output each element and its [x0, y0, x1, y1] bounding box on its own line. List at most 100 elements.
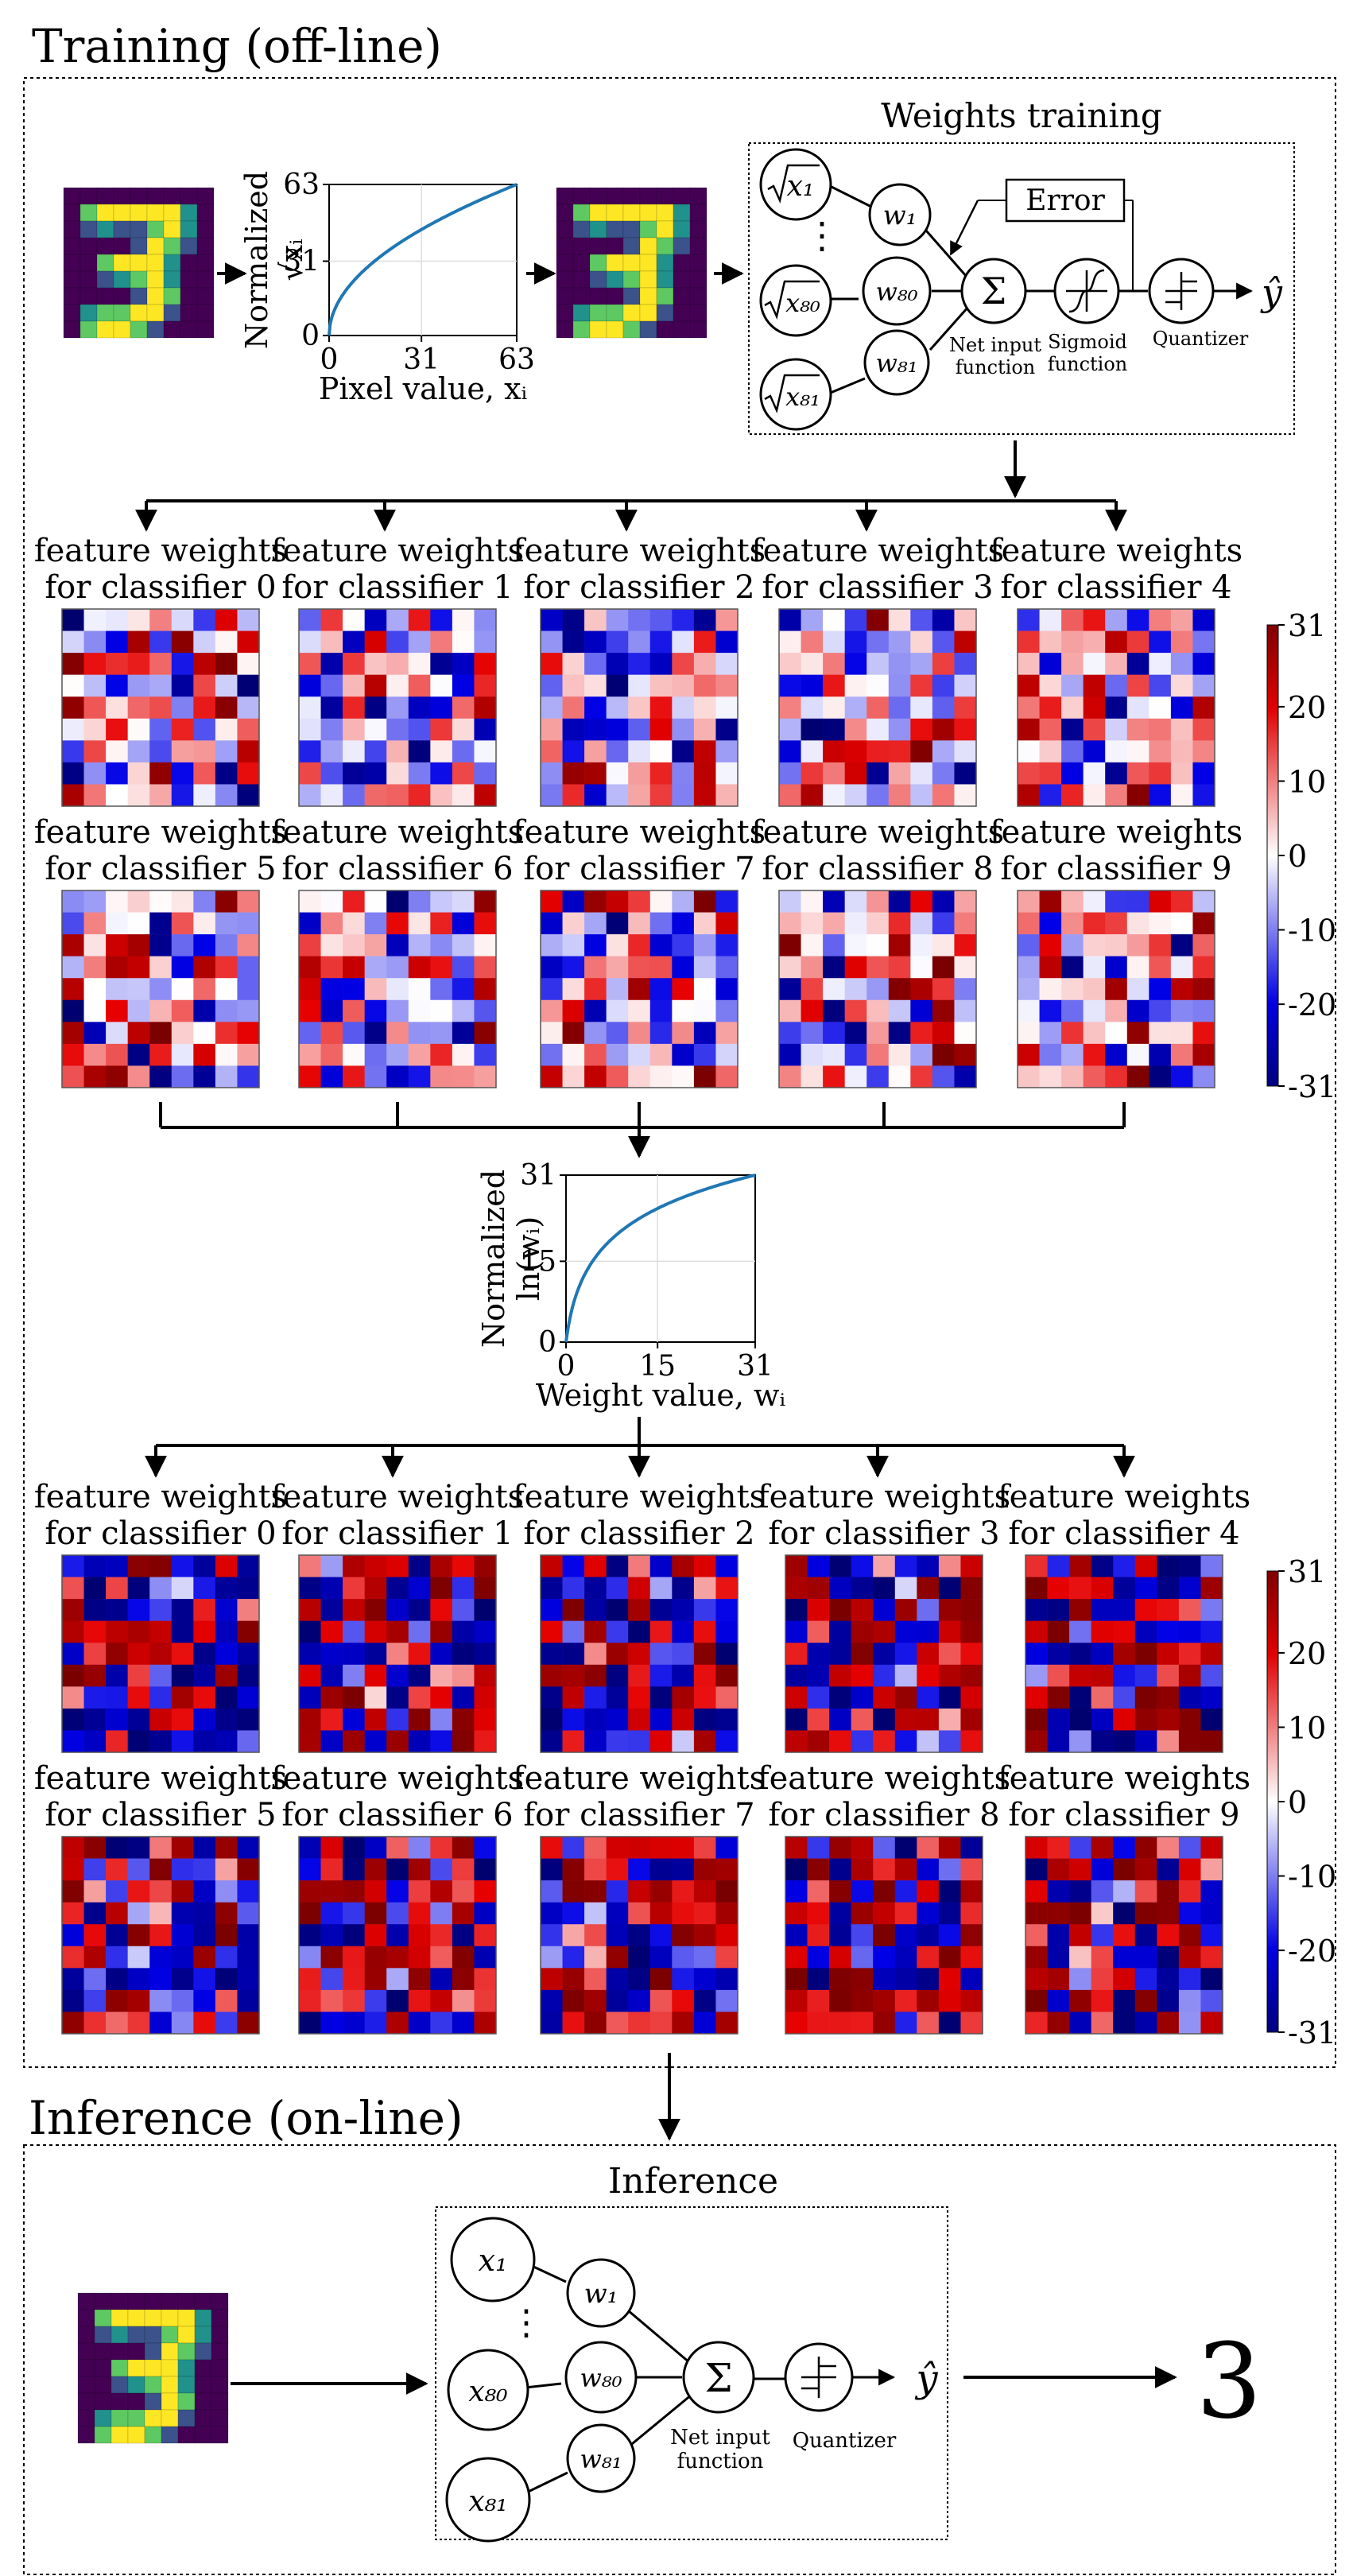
heatmap-cell	[364, 1880, 387, 1903]
heatmap-cell	[1134, 1555, 1157, 1577]
heatmap-cell	[474, 674, 497, 697]
heatmap-cell	[1149, 696, 1172, 720]
x-tick-label: 31	[403, 343, 440, 376]
heatmap-frame-3	[778, 608, 977, 807]
heatmap-cell	[779, 784, 801, 807]
heatmap-cell	[320, 1555, 343, 1577]
heatmap-cell	[938, 1708, 961, 1731]
heatmap-cell	[320, 1880, 343, 1903]
heatmap-cell	[299, 1968, 321, 1991]
heatmap-cell	[1126, 762, 1149, 785]
heatmap-cell	[1091, 1599, 1114, 1621]
heatmap-cell	[1105, 1043, 1128, 1066]
heatmap-frame-0	[61, 1554, 260, 1753]
heatmap-cell	[1157, 2012, 1180, 2035]
heatmap-cell	[1039, 718, 1062, 741]
heatmap-cell	[215, 1858, 238, 1881]
heatmap-cell	[1047, 1664, 1070, 1687]
heatmap-cell	[584, 912, 607, 935]
heatmap-cell	[364, 912, 387, 935]
heatmap-cell	[343, 674, 365, 697]
heatmap-cell	[562, 1043, 585, 1066]
heatmap-cell	[954, 630, 977, 654]
heatmap-cell	[386, 674, 409, 697]
heatmap-cell	[83, 740, 107, 763]
heatmap-cell	[844, 674, 867, 697]
heatmap-cell	[237, 1858, 260, 1881]
heatmap-cell	[894, 1989, 917, 2012]
heatmap-cell	[320, 1924, 343, 1947]
heatmap-cell	[1018, 1022, 1040, 1045]
heatmap-cell	[237, 956, 260, 979]
heatmap-cell	[1157, 1989, 1180, 2012]
heatmap-cell	[1039, 740, 1062, 763]
heatmap-cell	[960, 1599, 983, 1621]
heatmap-cell	[1069, 1555, 1091, 1577]
digit-pixel	[211, 2376, 229, 2394]
heatmap-cell	[1200, 1643, 1223, 1666]
heatmap-cell	[606, 674, 629, 697]
heatmap-cell	[606, 653, 629, 675]
heatmap-cell	[171, 1555, 194, 1577]
weight-node-1	[868, 183, 932, 246]
digit-pixel	[589, 320, 607, 339]
heatmap-cell	[932, 912, 955, 935]
heatmap-cell	[430, 653, 453, 675]
digit-pixel	[163, 287, 181, 305]
heatmap-cell	[932, 1065, 955, 1088]
heatmap-cell	[127, 1730, 150, 1753]
heatmap-cell	[807, 1946, 830, 1969]
heatmap-cell	[954, 674, 977, 697]
heatmap-cell	[237, 1946, 260, 1969]
heatmap-cell	[715, 1924, 739, 1947]
heatmap-cell	[873, 1643, 896, 1666]
heatmap-cell	[408, 1620, 431, 1643]
heatmap-cell	[215, 1730, 238, 1753]
heatmap-cell	[938, 1989, 961, 2012]
heatmap-cell	[844, 1065, 867, 1088]
heatmap-cell	[237, 1065, 260, 1088]
inf-weight-node-1-label: w₁	[584, 2278, 618, 2310]
heatmap-cell	[320, 978, 343, 1001]
heatmap-cell	[873, 1730, 896, 1753]
heatmap-cell	[106, 674, 128, 697]
heatmap-cell	[932, 1043, 955, 1066]
classifier-label-line1: feature weights	[751, 814, 1004, 851]
heatmap-cell	[584, 1022, 607, 1045]
heatmap-cell	[844, 999, 867, 1022]
heatmap-cell	[562, 674, 585, 697]
heatmap-cell	[1200, 1599, 1223, 1621]
heatmap-cell	[1025, 1577, 1048, 1600]
digit-pixel	[144, 2359, 162, 2377]
classifier-label-line2: for classifier 1	[281, 1515, 513, 1552]
heatmap-cell	[215, 784, 238, 807]
heatmap-cell	[628, 718, 651, 741]
digit-pixel	[196, 320, 215, 339]
heatmap-cell	[851, 1858, 874, 1881]
heatmap-cell	[1126, 740, 1149, 763]
digit-pixel	[163, 187, 181, 205]
heatmap-cell	[844, 912, 867, 935]
heatmap-cell	[1200, 1730, 1223, 1753]
colorbar-tick-label: 0	[1288, 839, 1307, 874]
heatmap-cell	[474, 740, 497, 763]
heatmap-cell	[894, 2012, 917, 2035]
heatmap-cell	[910, 674, 933, 697]
heatmap-cell	[873, 1664, 896, 1687]
heatmap-cell	[807, 1989, 830, 2012]
heatmap-cell	[866, 1022, 890, 1045]
heatmap-cell	[606, 2012, 629, 2035]
heatmap-cell	[917, 1880, 940, 1903]
heatmap-cell	[693, 1022, 716, 1045]
y-tick-label: 0	[538, 1326, 556, 1359]
digit-pixel	[161, 2409, 179, 2427]
heatmap-cell	[954, 1043, 977, 1066]
heatmap-cell	[584, 674, 607, 697]
digit-pixel	[589, 204, 607, 222]
heatmap-cell	[715, 1664, 739, 1687]
heatmap-cell	[1069, 1686, 1091, 1709]
heatmap-cell	[1025, 1620, 1048, 1643]
digit-pixel	[177, 2326, 196, 2344]
heatmap-cell	[873, 1555, 896, 1577]
